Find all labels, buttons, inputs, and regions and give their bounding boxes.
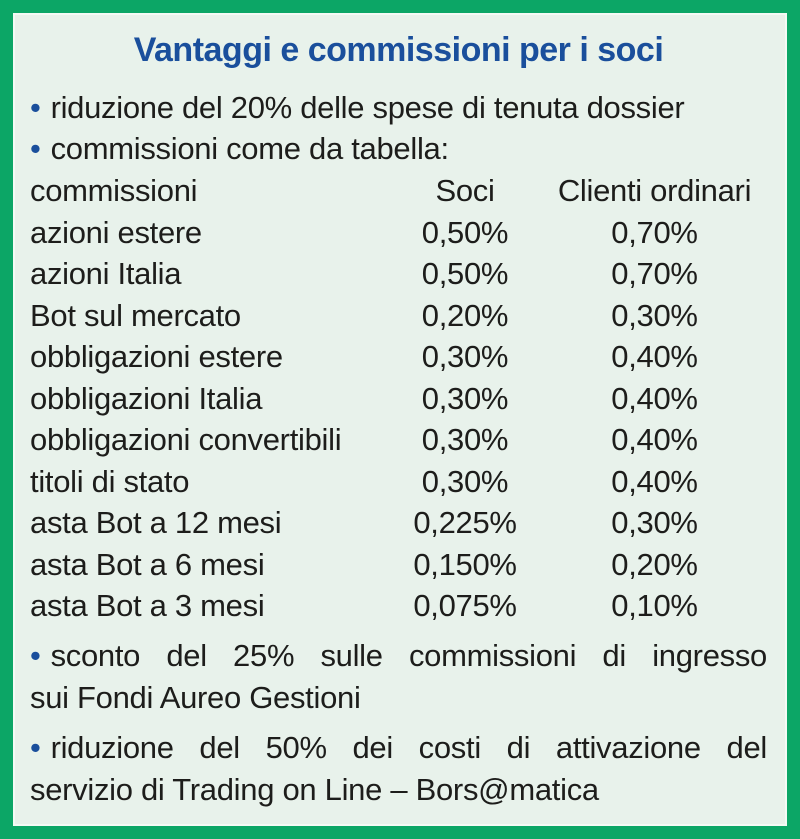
bullet-icon: • xyxy=(30,729,41,765)
soci-value: 0,30% xyxy=(421,339,509,374)
soci-value: 0,075% xyxy=(413,588,517,623)
column-header-clienti-ordinari: Clienti ordinari xyxy=(557,173,752,208)
table-row: asta Bot a 12 mesi 0,225% 0,30% xyxy=(30,502,767,544)
bullet-trading-line1: • riduzione del 50% dei costi di attivazi… xyxy=(30,727,767,769)
panel-title: Vantaggi e commissioni per i soci xyxy=(133,31,664,69)
commission-label: Bot sul mercato xyxy=(30,297,241,333)
bullet-icon: • xyxy=(30,637,41,673)
bullet-fondi-line2: sui Fondi Aureo Gestioni xyxy=(30,679,361,715)
bullet-dossier-text: riduzione del 20% delle spese di tenuta … xyxy=(50,90,685,125)
table-row: Bot sul mercato 0,20% 0,30% xyxy=(30,295,767,337)
bullet-dossier-discount: • riduzione del 20% delle spese di tenuta… xyxy=(30,87,767,128)
soci-value: 0,20% xyxy=(421,297,509,333)
table-row: obbligazioni Italia 0,30% 0,40% xyxy=(30,378,767,420)
soci-value: 0,225% xyxy=(413,505,517,540)
bullet-fondi-text1: sconto del 25% sulle commissioni di ingr… xyxy=(50,637,768,673)
commission-label: obbligazioni Italia xyxy=(30,380,263,416)
bullet-trading-discount: • riduzione del 50% dei costi di attivazi… xyxy=(30,727,767,811)
commission-label: titoli di stato xyxy=(30,463,190,499)
table-row: obbligazioni convertibili 0,30% 0,40% xyxy=(30,419,767,461)
column-header-soci: Soci xyxy=(435,173,495,208)
clienti-value: 0,30% xyxy=(611,297,698,333)
commission-label: azioni Italia xyxy=(30,256,182,291)
clienti-value: 0,40% xyxy=(611,463,698,499)
soci-value: 0,50% xyxy=(421,214,509,250)
clienti-value: 0,70% xyxy=(611,256,698,291)
table-header-row: commissioni Soci Clienti ordinari xyxy=(30,170,767,212)
bullet-trading-line2: servizio di Trading on Line – Bors@matic… xyxy=(30,771,599,807)
soci-value: 0,30% xyxy=(421,380,509,416)
commission-label: asta Bot a 3 mesi xyxy=(30,588,265,623)
column-header-commissioni: commissioni xyxy=(30,173,198,208)
clienti-value: 0,40% xyxy=(611,339,698,374)
table-row: asta Bot a 3 mesi 0,075% 0,10% xyxy=(30,585,767,627)
bullet-trading-text1: riduzione del 50% dei costi di attivazio… xyxy=(50,729,768,765)
soci-value: 0,30% xyxy=(421,463,509,499)
bullet-table-intro: • commissioni come da tabella: xyxy=(30,128,767,169)
bullet-icon: • xyxy=(30,131,41,166)
bullet-fondi-line1: • sconto del 25% sulle commissioni di ing… xyxy=(30,635,767,677)
table-row: titoli di stato 0,30% 0,40% xyxy=(30,461,767,503)
bullet-table-intro-text: commissioni come da tabella: xyxy=(50,131,450,166)
commission-label: obbligazioni estere xyxy=(30,339,283,374)
table-row: azioni Italia 0,50% 0,70% xyxy=(30,253,767,295)
bullet-icon: • xyxy=(30,90,41,125)
commission-label: azioni estere xyxy=(30,214,202,250)
clienti-value: 0,70% xyxy=(611,214,698,250)
clienti-value: 0,20% xyxy=(611,546,698,582)
commission-label: asta Bot a 6 mesi xyxy=(30,546,265,582)
clienti-value: 0,30% xyxy=(611,505,698,540)
soci-value: 0,50% xyxy=(421,256,509,291)
commission-label: obbligazioni convertibili xyxy=(30,422,342,457)
clienti-value: 0,10% xyxy=(611,588,698,623)
table-row: obbligazioni estere 0,30% 0,40% xyxy=(30,336,767,378)
soci-value: 0,30% xyxy=(421,422,509,457)
table-row: azioni estere 0,50% 0,70% xyxy=(30,212,767,254)
soci-value: 0,150% xyxy=(413,546,517,582)
commission-label: asta Bot a 12 mesi xyxy=(30,505,282,540)
clienti-value: 0,40% xyxy=(611,422,698,457)
bullet-fondi-discount: • sconto del 25% sulle commissioni di ing… xyxy=(30,635,767,719)
commissions-table: commissioni Soci Clienti ordinari azioni… xyxy=(30,170,767,627)
table-row: asta Bot a 6 mesi 0,150% 0,20% xyxy=(30,544,767,586)
clienti-value: 0,40% xyxy=(611,380,698,416)
